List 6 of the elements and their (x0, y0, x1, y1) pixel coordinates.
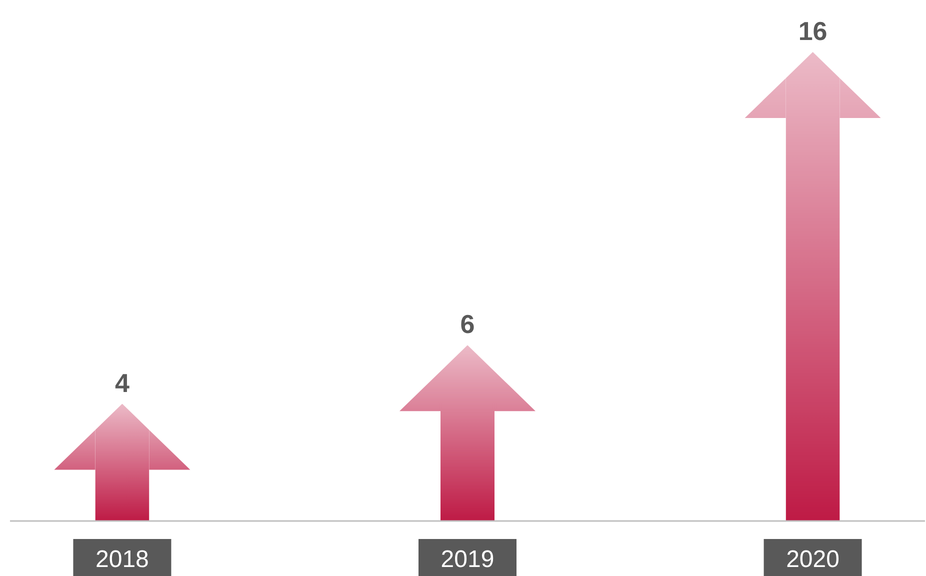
data-label: 6 (460, 309, 475, 340)
data-label: 4 (114, 368, 130, 398)
x-tick-label: 2019 (440, 546, 494, 573)
data-label: 16 (798, 16, 828, 46)
x-tick-label: 2020 (786, 546, 840, 573)
x-tick-label: 2018 (96, 546, 149, 573)
